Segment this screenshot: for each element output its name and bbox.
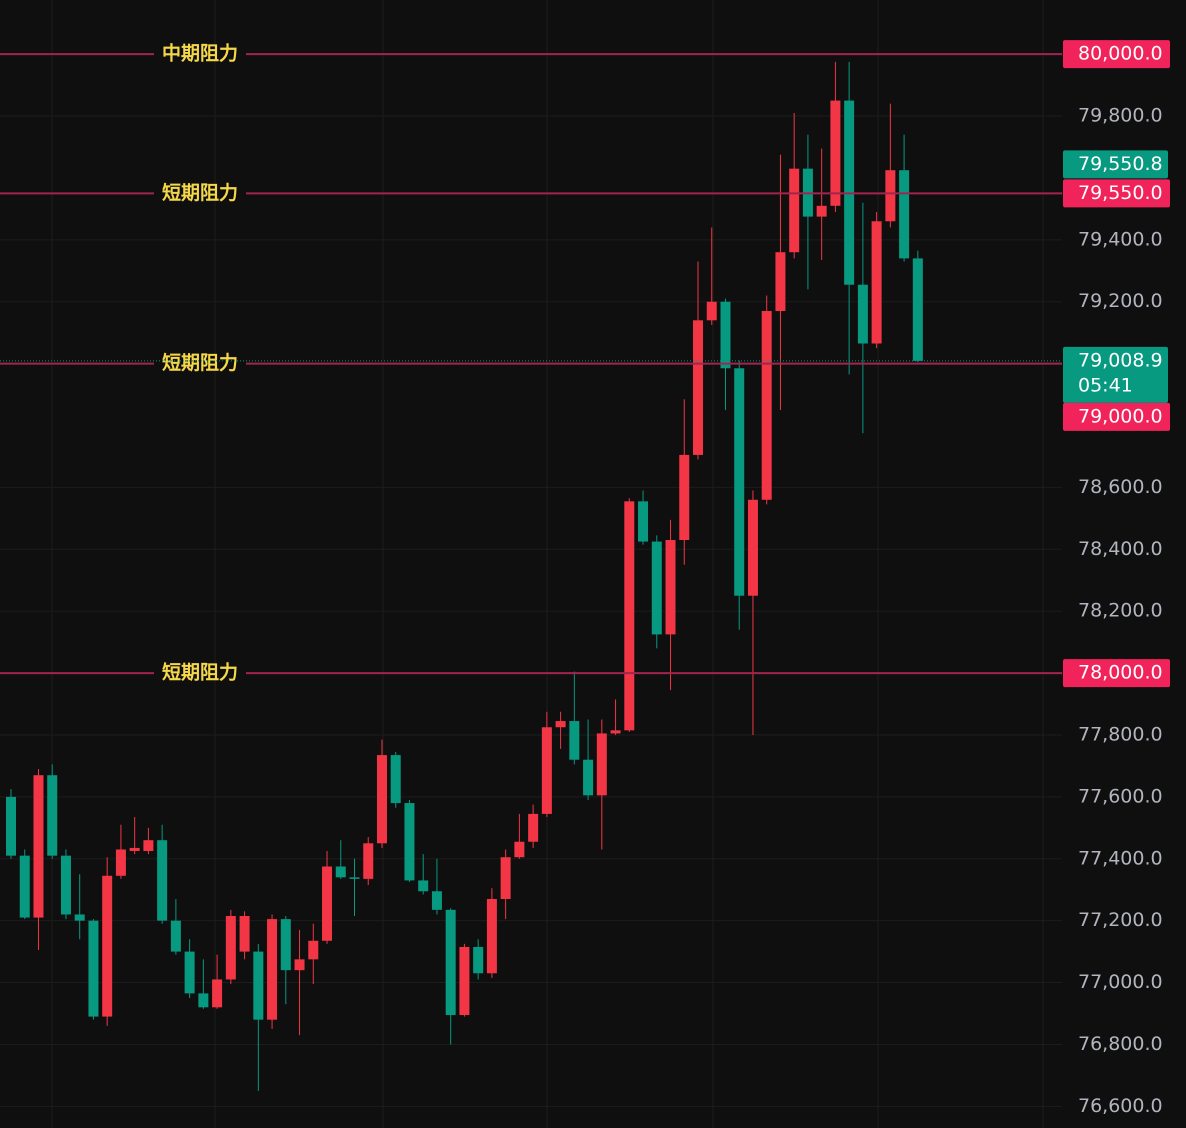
y-tick-label: 79,200.0 (1078, 290, 1163, 312)
candle-body (555, 721, 566, 728)
candle-body (212, 979, 223, 1008)
y-tick-label: 77,400.0 (1078, 847, 1163, 869)
candle-body (528, 813, 539, 842)
candle-body (693, 320, 703, 455)
level-badge-label: 79,000.0 (1078, 405, 1163, 427)
candle-body (445, 909, 456, 1016)
candle-body (899, 170, 910, 259)
candle-body (225, 916, 236, 980)
candle-body (816, 205, 827, 217)
candle-body (170, 920, 181, 952)
level-badge (1063, 402, 1170, 431)
candle-body (349, 877, 360, 879)
candle-body (885, 170, 896, 222)
candle-body (706, 301, 717, 321)
candle-body (239, 916, 250, 952)
y-tick-label: 77,800.0 (1078, 723, 1163, 745)
candle-body (19, 855, 30, 918)
candle-body (102, 875, 113, 1017)
candle-body (679, 454, 690, 541)
level-badge-label: 78,000.0 (1078, 662, 1163, 684)
level-badge-label: 80,000.0 (1078, 43, 1163, 65)
candle-body (569, 721, 580, 760)
candle-body (322, 866, 333, 941)
y-tick-label: 79,400.0 (1078, 228, 1163, 250)
candle-body (184, 951, 195, 994)
candle-body (500, 857, 511, 899)
time-grid (51, 0, 1044, 1128)
candle-body (308, 940, 319, 960)
candle-body (541, 727, 552, 814)
y-tick-label: 76,600.0 (1078, 1095, 1163, 1117)
candle-body (871, 221, 882, 344)
level-label: 短期阻力 (162, 661, 238, 684)
y-tick-label: 77,000.0 (1078, 971, 1163, 993)
candle-body (129, 847, 140, 852)
candle-body (390, 755, 401, 804)
y-tick-label: 77,600.0 (1078, 785, 1163, 807)
marker-badge (1063, 150, 1168, 179)
level-label: 短期阻力 (162, 181, 238, 204)
candle-body (267, 919, 278, 1020)
y-tick-label: 78,600.0 (1078, 476, 1163, 498)
candle-body (486, 898, 497, 974)
level-badge (1063, 659, 1170, 688)
marker-label: 79,550.8 (1078, 153, 1163, 175)
candle-body (665, 540, 676, 635)
candle-body (335, 866, 346, 878)
candle-body (74, 914, 85, 921)
candle-body (830, 100, 841, 206)
candle-body (459, 946, 470, 1016)
candle-body (376, 755, 387, 844)
candle-body (253, 951, 264, 1020)
candle-body (88, 920, 99, 1017)
candle-body (734, 368, 745, 596)
y-tick-label: 78,200.0 (1078, 600, 1163, 622)
candle-body (624, 501, 635, 731)
last-price-label: 79,008.9 (1078, 349, 1163, 371)
candle-body (431, 891, 442, 910)
y-tick-label: 78,400.0 (1078, 538, 1163, 560)
candle-body (610, 730, 621, 734)
last-price-badge (1063, 346, 1168, 403)
candle-body (651, 541, 662, 635)
candle-body (473, 946, 484, 974)
candle-body (775, 252, 786, 312)
candle-body (157, 840, 168, 921)
candle-body (280, 919, 291, 971)
candle-body (404, 803, 415, 881)
candle-body (143, 840, 154, 852)
candle-body (33, 775, 44, 918)
level-label: 中期阻力 (162, 42, 238, 65)
y-tick-label: 76,800.0 (1078, 1033, 1163, 1055)
candle-body (294, 959, 305, 971)
candle-body (857, 284, 868, 344)
candle-body (514, 841, 525, 858)
candle-body (761, 311, 772, 500)
candle-body (60, 855, 71, 915)
candle-body (198, 993, 209, 1008)
candle-body (115, 849, 126, 876)
y-tick-label: 79,800.0 (1078, 105, 1163, 127)
level-badge (1063, 179, 1170, 208)
candle-body (720, 301, 731, 369)
candle-body (638, 501, 649, 542)
candle-body (583, 759, 594, 796)
level-badge-label: 79,550.0 (1078, 182, 1163, 204)
candle-body (418, 880, 429, 892)
level-badge (1063, 40, 1170, 69)
countdown-label: 05:41 (1078, 374, 1133, 396)
candle-body (596, 733, 607, 796)
y-tick-label: 77,200.0 (1078, 909, 1163, 931)
candle-body (363, 843, 374, 879)
candle-body (912, 258, 923, 361)
candle-body (789, 168, 800, 253)
candle-body (6, 796, 16, 856)
candle-body (47, 775, 58, 856)
candle-body (747, 499, 758, 596)
level-label: 短期阻力 (162, 351, 238, 374)
